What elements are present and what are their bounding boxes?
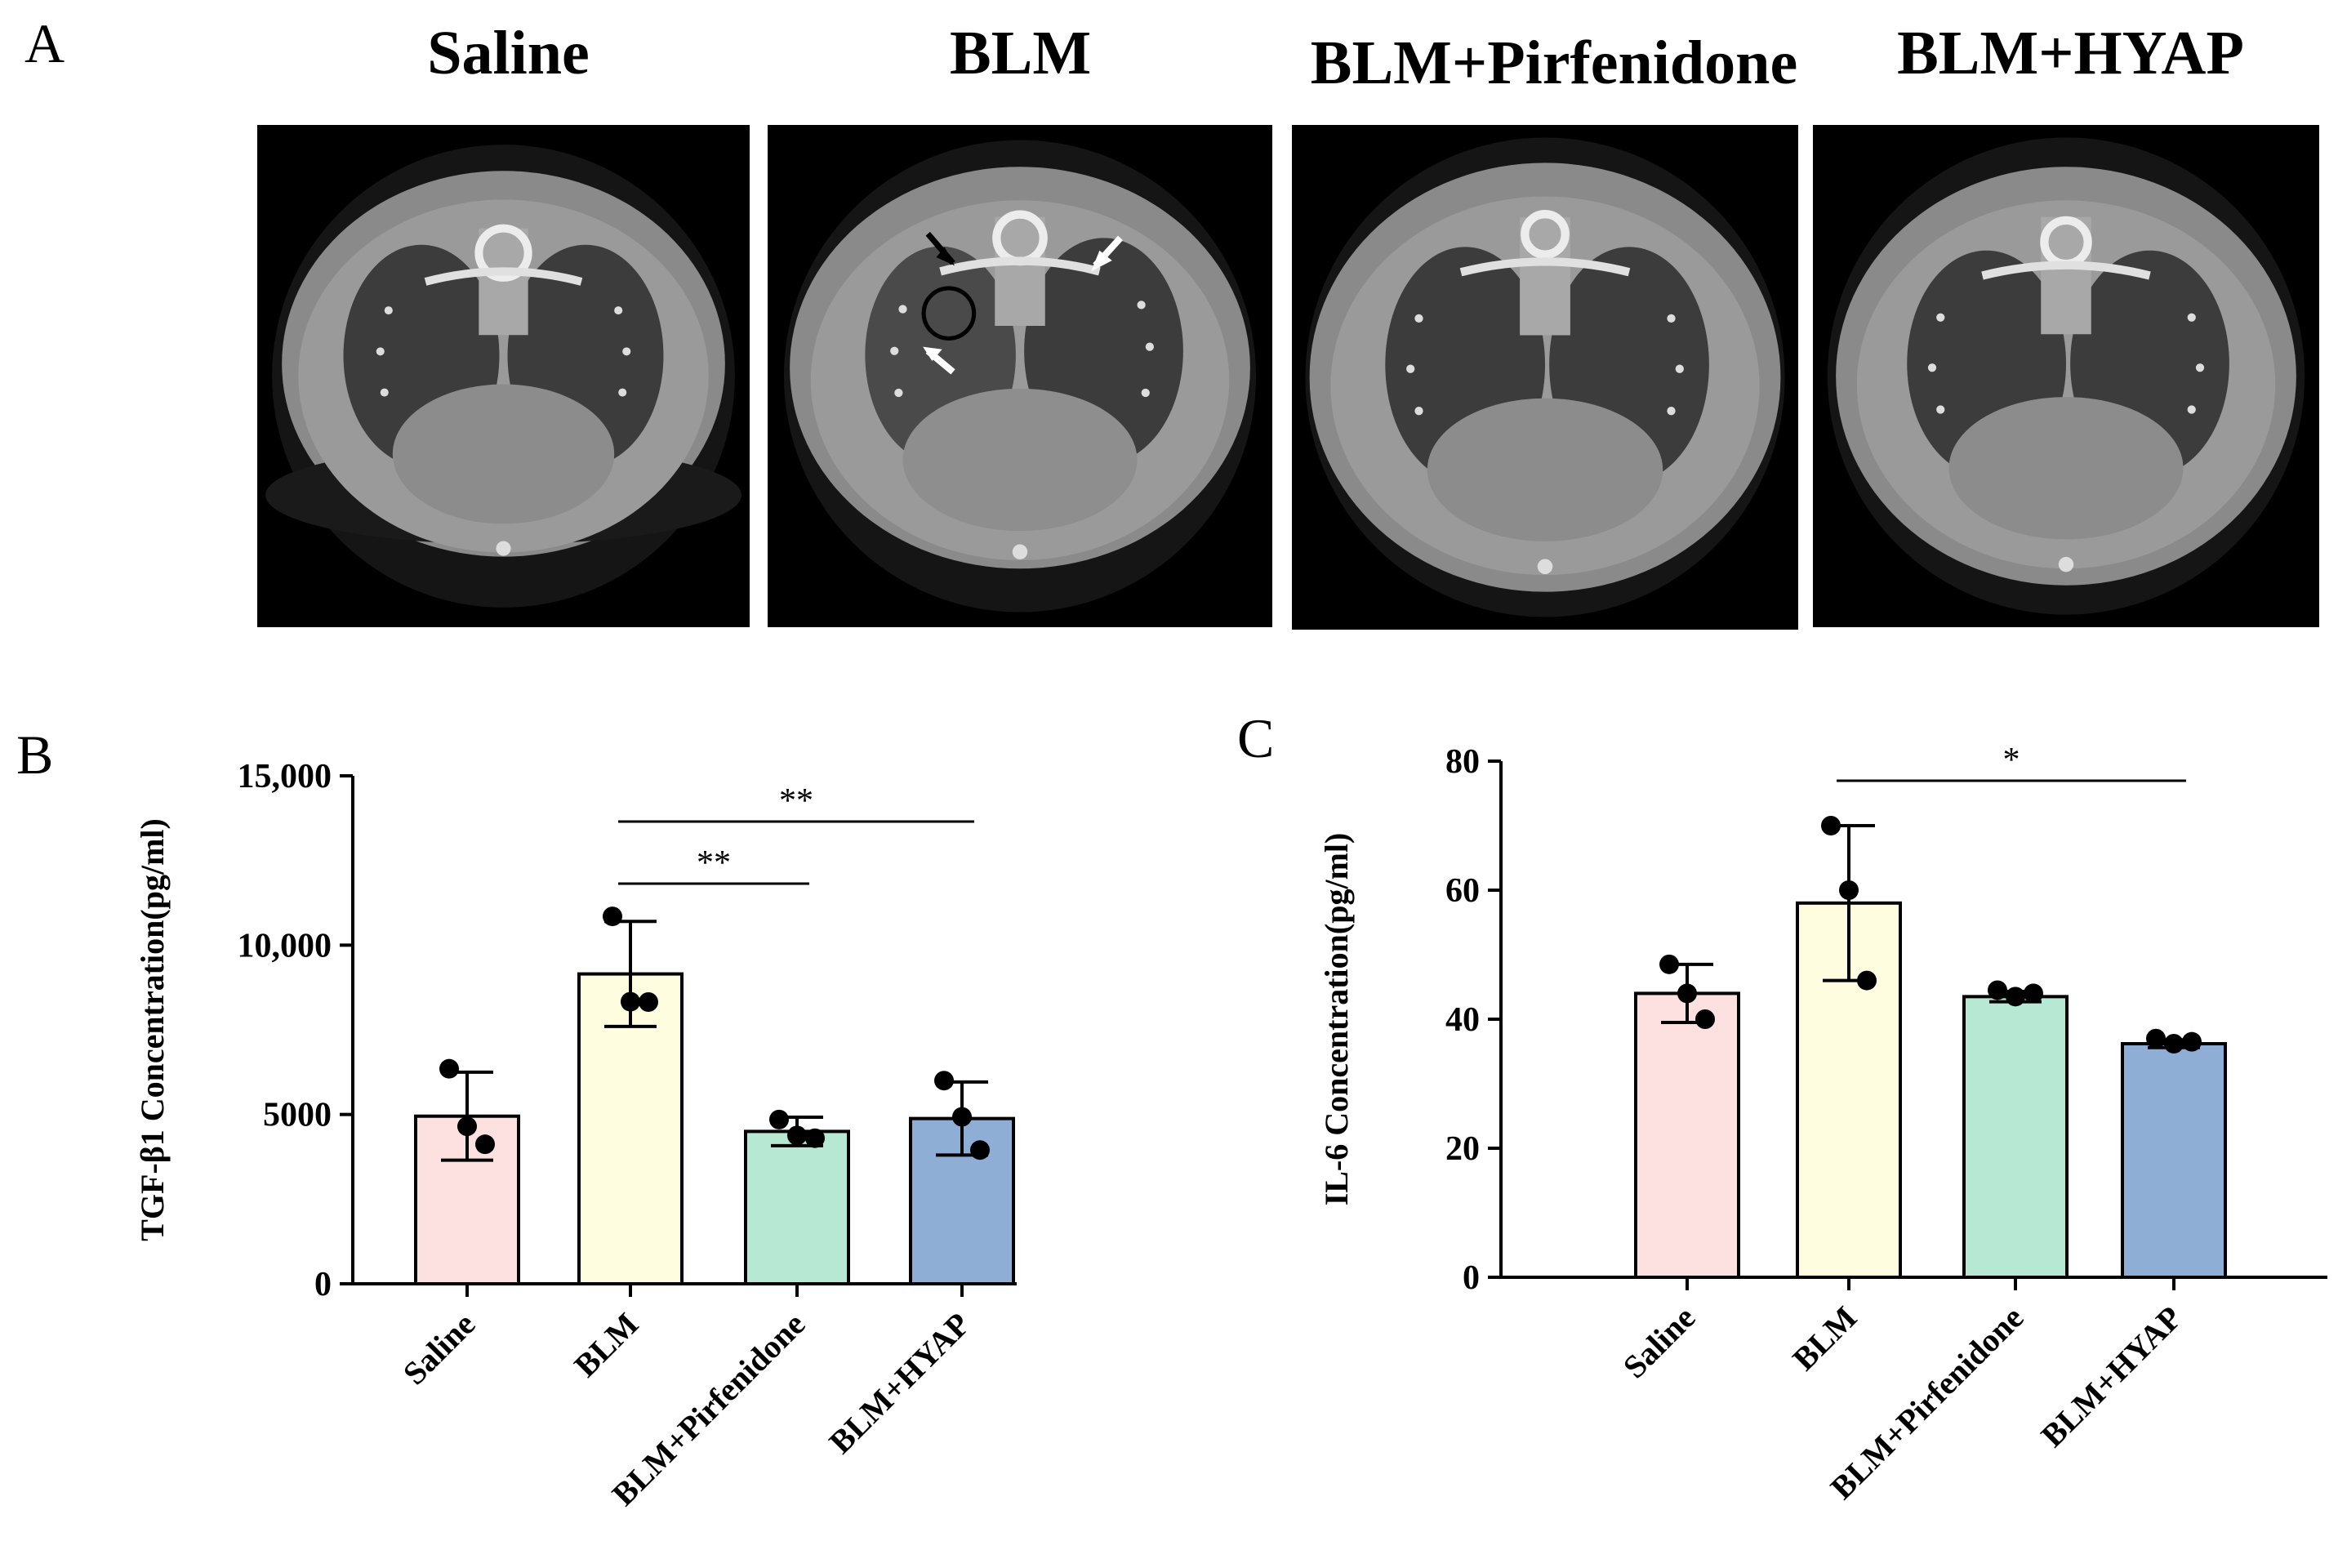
chart-c-point-2-1 <box>2006 987 2025 1007</box>
chart-b-x-tick-label: BLM+HYAP <box>822 1306 977 1461</box>
chart-c-point-2-0 <box>1988 980 2007 1000</box>
chart-b-x-tick-label: BLM <box>567 1306 645 1384</box>
chart-b-point-3-1 <box>952 1107 972 1127</box>
ct-title-blm-pirfenidone: BLM+Pirfenidone <box>1310 29 1798 97</box>
chart-b-y-tick-label: 10,000 <box>238 927 332 964</box>
ct-scan-blm <box>768 125 1272 627</box>
ct-title-blm: BLM <box>949 19 1092 87</box>
chart-b-y-tick-label: 15,000 <box>238 758 332 795</box>
chart-b-significance-label: ** <box>779 782 813 820</box>
chart-b-significance-label: ** <box>697 844 731 882</box>
ct-scan-saline <box>257 125 750 627</box>
chart-c-y-axis-label: IL-6 Concentration(pg/ml) <box>1318 833 1355 1206</box>
chart-b-point-0-0 <box>439 1058 459 1079</box>
chart-b-y-tick-label: 5000 <box>263 1097 332 1134</box>
chart-b-point-0-1 <box>457 1116 477 1137</box>
chart-b-point-2-1 <box>787 1125 807 1146</box>
chart-c-significance-label: * <box>2003 742 2020 779</box>
chart-tgf-beta1: 0 5000 10,000 15,000 TGF-β1 Concentration(pg… <box>134 758 1017 1512</box>
chart-c-point-2-2 <box>2024 983 2043 1004</box>
chart-c-point-1-0 <box>1821 816 1841 835</box>
chart-c-bar-3 <box>2121 1042 2227 1279</box>
chart-b-bar-2 <box>744 1129 850 1285</box>
ct-scan-blm-hyap <box>1813 125 2319 627</box>
chart-c-point-3-0 <box>2146 1028 2166 1049</box>
ct-scan-blm-pirfenidone-image <box>1305 137 1785 617</box>
chart-b-point-1-0 <box>603 906 622 927</box>
ct-scan-blm-image <box>783 140 1257 612</box>
chart-c-point-3-1 <box>2164 1034 2184 1054</box>
chart-c-x-tick-label: BLM <box>1785 1299 1864 1378</box>
chart-c-x-tick-label: Saline <box>1616 1299 1703 1386</box>
chart-c-y-tick-label: 60 <box>1445 872 1480 910</box>
chart-c-point-1-1 <box>1839 880 1859 900</box>
chart-c-bar-0 <box>1634 991 1740 1279</box>
chart-c-y-tick-label: 40 <box>1445 1001 1480 1039</box>
chart-c-y-tick-label: 0 <box>1463 1259 1480 1297</box>
chart-b-point-1-1 <box>621 991 640 1012</box>
chart-c-point-0-2 <box>1695 1009 1715 1029</box>
ct-scan-blm-hyap-image <box>1827 137 2305 615</box>
chart-b-point-1-2 <box>639 991 658 1012</box>
chart-b-point-0-2 <box>475 1134 495 1155</box>
chart-c-point-0-1 <box>1677 983 1697 1004</box>
chart-c-point-0-0 <box>1659 954 1679 974</box>
chart-c-point-3-2 <box>2182 1031 2202 1052</box>
chart-c-y-tick-label: 20 <box>1445 1130 1480 1168</box>
ct-scan-saline-image <box>265 145 741 608</box>
ct-title-blm-hyap: BLM+HYAP <box>1897 19 2244 87</box>
chart-il6: 0 20 40 60 80 IL-6 Concentration(pg/ml) Saline… <box>1318 742 2327 1506</box>
chart-c-y-tick-label: 80 <box>1445 743 1480 781</box>
chart-b-y-tick-label: 0 <box>314 1266 332 1303</box>
chart-c-point-1-2 <box>1857 970 1877 991</box>
chart-b-point-3-0 <box>934 1071 954 1091</box>
panel-b-letter: B <box>16 724 54 786</box>
chart-b-y-axis-label: TGF-β1 Concentration(pg/ml) <box>134 818 171 1241</box>
ct-title-saline: Saline <box>427 19 590 87</box>
chart-c-x-tick-label: BLM+HYAP <box>2033 1299 2189 1454</box>
chart-c-bar-2 <box>1962 995 2069 1279</box>
chart-b-point-2-2 <box>805 1128 825 1148</box>
ct-scan-blm-pirfenidone <box>1292 125 1798 630</box>
chart-b-x-tick-label: Saline <box>396 1306 483 1392</box>
panel-a-letter: A <box>24 12 65 74</box>
chart-b-point-2-0 <box>769 1109 789 1129</box>
panel-c-letter: C <box>1237 707 1275 769</box>
chart-b-point-3-2 <box>970 1140 990 1160</box>
